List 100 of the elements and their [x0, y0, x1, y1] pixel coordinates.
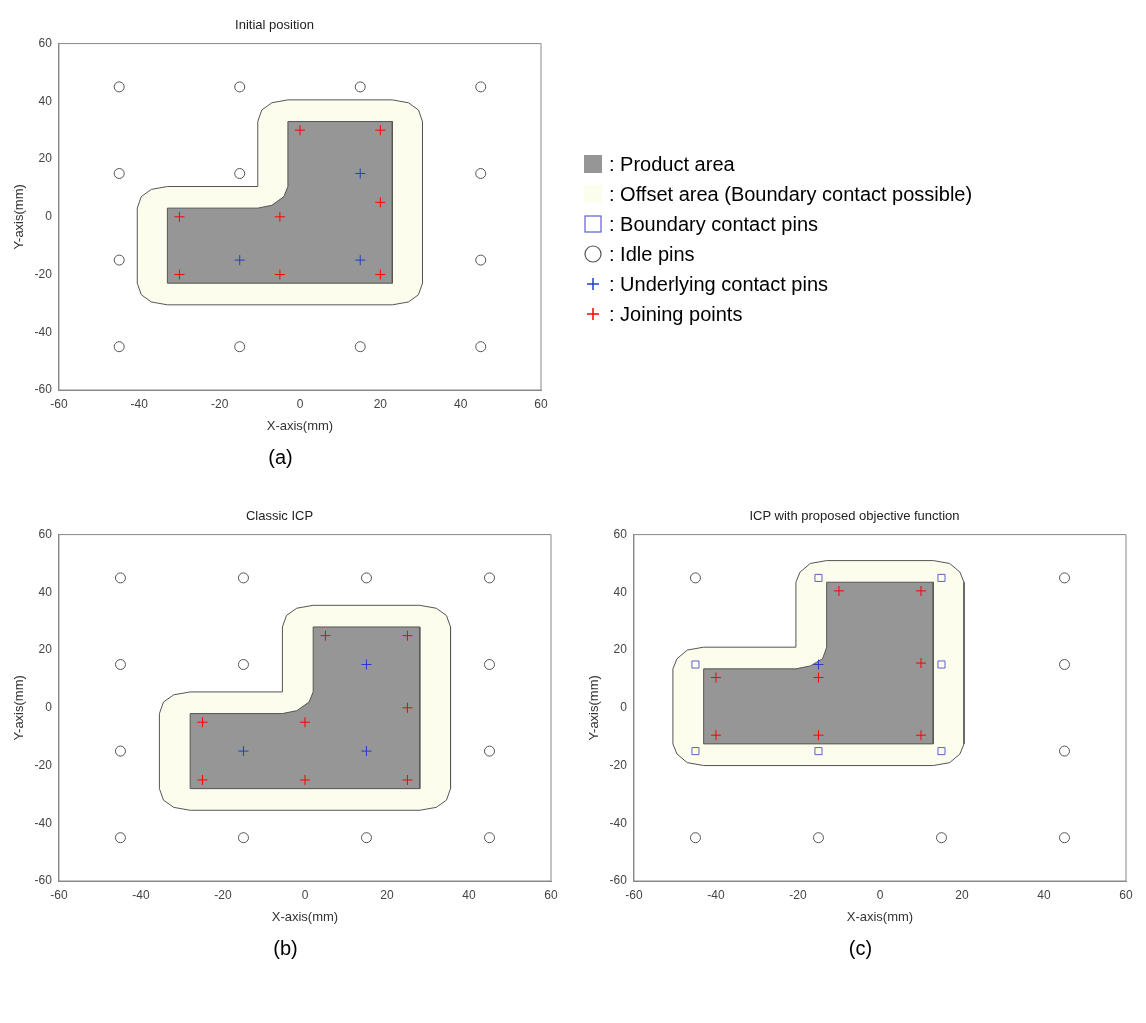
- point: [234, 81, 246, 93]
- point: [237, 572, 249, 584]
- y-tick-label: 0: [620, 700, 628, 715]
- point: [114, 572, 126, 584]
- text: (a): [267, 446, 294, 469]
- point: [812, 671, 824, 683]
- x-tick-label: 60: [1119, 887, 1133, 902]
- point: [475, 254, 487, 266]
- point: [299, 774, 311, 786]
- point: [196, 774, 208, 786]
- x-axis-title: X-axis(mm): [266, 417, 334, 433]
- y-tick-label: -40: [34, 815, 53, 830]
- point: [483, 745, 495, 757]
- point: [360, 572, 372, 584]
- point: [710, 671, 722, 683]
- point: [1058, 832, 1070, 844]
- y-tick-label: -20: [34, 757, 53, 772]
- point: [354, 341, 366, 353]
- point: [833, 585, 845, 597]
- point: [814, 747, 823, 756]
- y-tick-label: 20: [38, 151, 53, 166]
- point: [274, 211, 286, 223]
- point: [374, 196, 386, 208]
- point: [937, 747, 946, 756]
- legend-label: : Boundary contact pins: [609, 211, 819, 237]
- x-tick-label: 0: [296, 396, 304, 411]
- y-tick-label: -60: [34, 873, 53, 888]
- point: [294, 124, 306, 136]
- point: [1058, 745, 1070, 757]
- point: [374, 269, 386, 281]
- y-tick-label: 0: [45, 700, 53, 715]
- x-axis-title: X-axis(mm): [846, 908, 914, 924]
- point: [173, 211, 185, 223]
- y-tick-label: 60: [38, 35, 53, 50]
- y-tick-label: 40: [38, 93, 53, 108]
- chart-title: Classic ICP: [245, 508, 314, 524]
- point: [710, 729, 722, 741]
- point: [234, 168, 246, 179]
- point: [483, 832, 495, 844]
- x-tick-label: -40: [707, 887, 725, 902]
- y-tick-label: 20: [38, 642, 53, 657]
- point: [237, 745, 249, 757]
- x-tick-label: 40: [462, 887, 476, 902]
- y-tick-label: -20: [609, 757, 628, 772]
- x-tick-label: 20: [373, 396, 388, 411]
- legend-label: : Offset area (Boundary contact possible): [609, 181, 973, 207]
- y-tick-label: 40: [613, 584, 628, 599]
- x-tick-label: -20: [214, 887, 232, 902]
- y-axis-title: Y-axis(mm): [11, 675, 27, 741]
- x-tick-label: 20: [955, 887, 969, 902]
- point: [691, 747, 700, 756]
- x-tick-label: 0: [301, 887, 309, 902]
- point: [915, 657, 927, 669]
- point: [691, 660, 700, 669]
- point: [234, 341, 246, 353]
- x-tick-label: -40: [132, 887, 150, 902]
- point: [114, 832, 126, 844]
- text: (c): [847, 937, 874, 960]
- legend-label: : Underlying contact pins: [609, 271, 829, 297]
- point: [401, 630, 413, 642]
- y-axis-title: Y-axis(mm): [11, 184, 27, 250]
- point: [299, 716, 311, 728]
- point: [274, 269, 286, 281]
- point: [483, 659, 495, 670]
- point: [812, 832, 824, 844]
- point: [237, 659, 249, 670]
- text: (b): [272, 937, 299, 960]
- legend-label: : Product area: [609, 151, 735, 177]
- point: [237, 832, 249, 844]
- y-tick-label: 60: [613, 526, 628, 541]
- point: [915, 585, 927, 597]
- x-tick-label: 40: [1037, 887, 1051, 902]
- point: [937, 573, 946, 582]
- point: [1058, 659, 1070, 670]
- point: [360, 832, 372, 844]
- x-tick-label: 40: [453, 396, 468, 411]
- point: [173, 269, 185, 281]
- x-tick-label: 0: [876, 887, 884, 902]
- point: [401, 702, 413, 714]
- y-tick-label: -20: [34, 266, 53, 281]
- x-tick-label: -60: [625, 887, 643, 902]
- y-tick-label: -40: [34, 324, 53, 339]
- x-tick-label: -40: [130, 396, 149, 411]
- point: [475, 168, 487, 179]
- y-tick-label: -40: [609, 815, 628, 830]
- y-tick-label: 0: [45, 209, 53, 224]
- point: [234, 254, 246, 266]
- chart-title: Initial position: [235, 17, 314, 33]
- x-axis-title: X-axis(mm): [271, 908, 339, 924]
- point: [689, 572, 701, 584]
- point: [475, 81, 487, 93]
- x-tick-label: -20: [210, 396, 229, 411]
- point: [374, 124, 386, 136]
- point: [812, 659, 824, 670]
- y-tick-label: 60: [38, 526, 53, 541]
- point: [113, 254, 125, 266]
- point: [1058, 572, 1070, 584]
- point: [354, 254, 366, 266]
- point: [812, 729, 824, 741]
- point: [354, 81, 366, 93]
